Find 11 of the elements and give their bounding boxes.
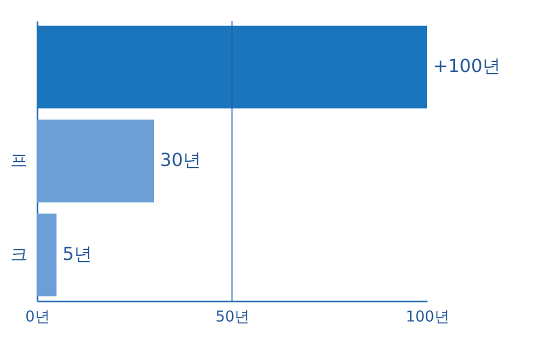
bar: [37, 26, 427, 108]
y-tick-label: 프: [10, 151, 28, 171]
x-tick-label: 50년: [215, 308, 250, 326]
data-label: 30년: [160, 150, 201, 171]
x-tick-label: 100년: [406, 308, 450, 326]
bar: [37, 214, 56, 296]
data-label: 5년: [62, 244, 92, 265]
bar: [37, 120, 154, 202]
data-label: +100년: [433, 56, 500, 78]
x-tick-label: 0년: [25, 308, 50, 326]
y-tick-label: 크: [10, 244, 28, 265]
